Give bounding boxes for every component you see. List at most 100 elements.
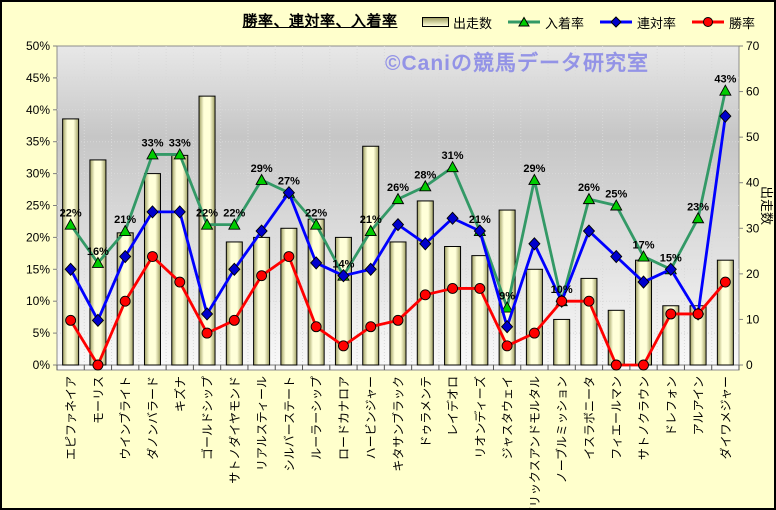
x-axis-category-label: アルアイン	[692, 376, 706, 435]
triangle-marker	[173, 148, 187, 160]
triangle-marker	[364, 224, 377, 236]
data-label: 29%	[523, 163, 545, 175]
left-axis-tick-label: 35%	[26, 135, 50, 149]
diamond-marker	[637, 275, 650, 289]
x-axis-category-label: ダイワメジャー	[718, 376, 733, 459]
data-label: 31%	[442, 150, 464, 162]
x-axis-category-label: キズナ	[172, 376, 187, 412]
diamond-marker	[200, 307, 214, 321]
legend-label: 勝率	[729, 15, 756, 31]
x-axis-category-label: サトノクラウン	[637, 376, 651, 460]
legend-label: 入着率	[545, 15, 585, 31]
data-label: 10%	[551, 284, 573, 296]
triangle-marker	[200, 218, 214, 230]
data-label: 29%	[251, 163, 273, 175]
circle-marker	[610, 359, 622, 371]
bar	[253, 236, 271, 366]
diamond-marker	[610, 249, 623, 264]
diamond-marker	[119, 249, 132, 264]
bar	[471, 255, 489, 366]
left-axis-tick-label: 30%	[26, 167, 50, 181]
triangle-marker	[391, 192, 405, 205]
circle-marker	[556, 295, 568, 307]
circle-marker	[719, 276, 731, 288]
data-label: 16%	[87, 246, 109, 258]
circle-marker	[119, 295, 131, 307]
bar	[444, 246, 462, 366]
right-axis-tick-label: 50	[746, 130, 760, 144]
right-axis-tick-label: 0	[746, 358, 753, 372]
circle-marker	[92, 359, 104, 371]
x-axis-category-label: ドゥラメンテ	[419, 376, 433, 448]
x-axis-category-label: ノーブルミッション	[554, 376, 569, 483]
data-label: 27%	[278, 176, 300, 188]
triangle-marker	[691, 211, 705, 224]
x-axis-category-label: ロードカナロア	[337, 376, 351, 460]
circle-marker	[201, 327, 213, 339]
legend-label: 連対率	[637, 15, 677, 31]
right-axis-title: 出走数	[759, 186, 774, 225]
blue-diamond-line-icon	[599, 16, 633, 28]
left-axis-tick-label: 25%	[26, 199, 50, 213]
circle-marker	[283, 251, 295, 262]
circle-marker	[228, 314, 240, 326]
data-label: 9%	[499, 291, 515, 303]
data-label: 23%	[687, 201, 709, 213]
triangle-marker	[582, 192, 596, 205]
bar	[280, 227, 298, 366]
data-label: 21%	[114, 214, 136, 226]
x-axis-category-label: ルーラーシップ	[310, 376, 324, 460]
bar	[307, 218, 325, 366]
bar	[525, 268, 543, 366]
circle-marker	[692, 308, 704, 320]
gridlines	[57, 46, 739, 370]
circle-marker	[256, 270, 268, 282]
diamond-marker	[719, 109, 732, 123]
legend-item-win-rate: 勝率	[691, 13, 755, 32]
data-label: 21%	[469, 214, 491, 226]
diamond-marker	[501, 320, 514, 334]
left-axis-tick-label: 0%	[33, 358, 51, 372]
data-label: 21%	[360, 214, 382, 226]
bar	[143, 173, 161, 366]
circle-marker	[419, 289, 431, 301]
x-axis-category-label: ブリックスアンドモルタル	[527, 376, 542, 510]
x-axis-category-label: ゴールドシップ	[200, 376, 215, 460]
diamond-marker	[173, 205, 186, 219]
diamond-marker	[473, 224, 486, 238]
x-axis-category-label: ダノンバラード	[145, 376, 160, 460]
x-axis-category-label: ウインブライト	[118, 376, 133, 460]
bar	[607, 309, 625, 366]
diamond-marker	[310, 256, 323, 270]
circle-marker	[392, 314, 404, 326]
diamond-marker	[91, 313, 105, 328]
diamond-marker	[228, 262, 241, 276]
data-label: 22%	[223, 208, 245, 220]
left-axis-tick-label: 50%	[26, 39, 50, 53]
x-axis-category-label: イスラボニータ	[582, 376, 596, 460]
circle-marker	[365, 321, 377, 333]
red-circle-line-icon	[691, 16, 725, 28]
triangle-marker	[309, 218, 323, 230]
bar	[716, 259, 734, 366]
data-label: 33%	[141, 137, 163, 149]
data-label: 26%	[387, 182, 409, 194]
diamond-marker	[64, 262, 77, 276]
data-label: 28%	[414, 169, 436, 181]
legend-item-starts: 出走数	[422, 13, 492, 32]
circle-marker	[310, 321, 322, 333]
x-axis-category-label: フィエールマン	[610, 376, 624, 460]
diamond-marker	[391, 217, 405, 232]
diamond-marker	[146, 205, 159, 219]
triangle-marker	[637, 250, 650, 262]
circle-marker	[447, 282, 459, 294]
data-label: 17%	[633, 240, 655, 252]
circle-marker	[665, 308, 677, 320]
x-axis-category-label: リオンディーズ	[472, 376, 487, 459]
x-axis-category-label: ジャスタウェイ	[501, 376, 515, 459]
left-axis-tick-label: 45%	[26, 71, 50, 85]
circle-marker	[65, 314, 77, 326]
diamond-marker	[364, 262, 377, 276]
